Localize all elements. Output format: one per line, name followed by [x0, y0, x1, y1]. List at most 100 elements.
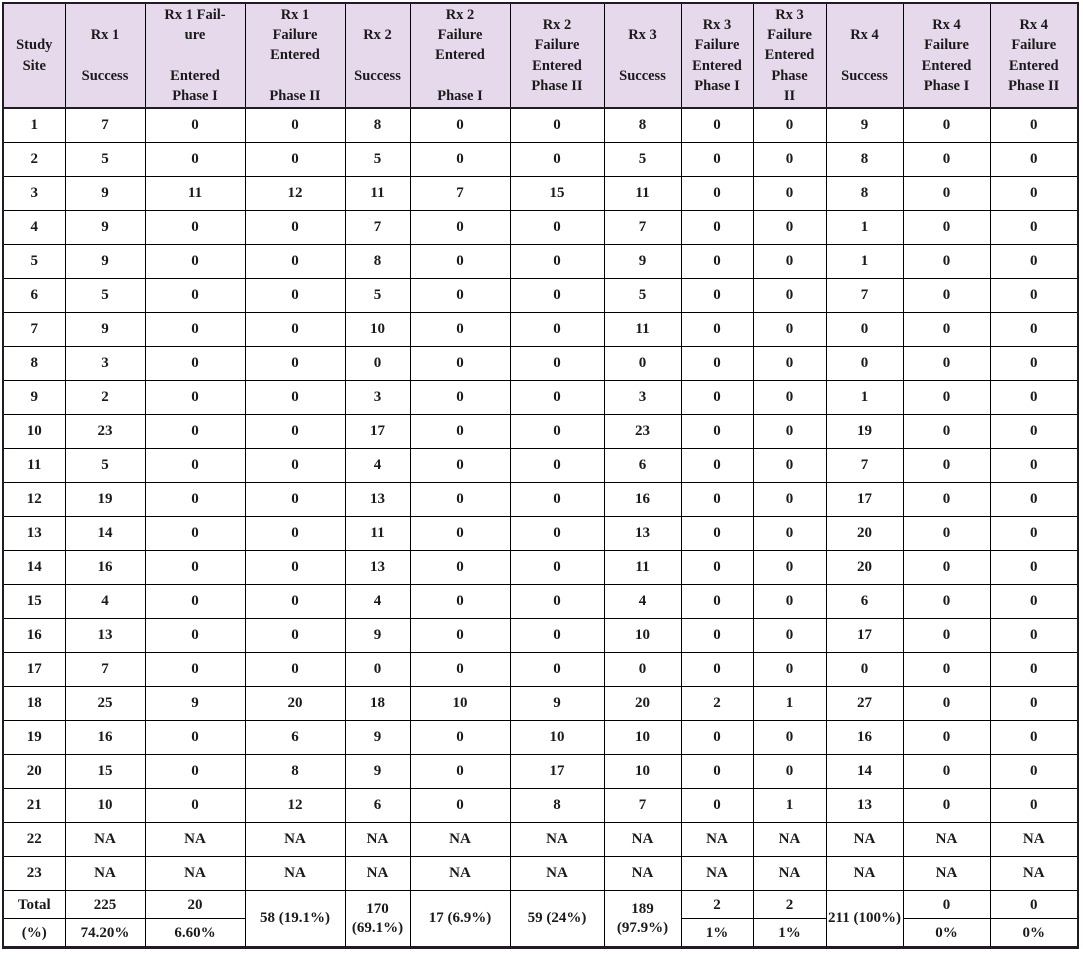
data-cell: 4 [64, 584, 146, 619]
data-cell: 14 [825, 754, 904, 789]
data-cell: 17 [825, 618, 904, 653]
data-cell: 11 [344, 176, 411, 211]
data-cell: 0 [680, 720, 754, 755]
data-cell: 17 [825, 482, 904, 517]
data-cell: 0 [144, 448, 246, 483]
row-label-cell: 9 [2, 380, 66, 415]
data-cell: 0 [409, 550, 511, 585]
data-cell: 15 [64, 754, 146, 789]
data-cell: 0 [989, 550, 1079, 585]
data-cell: 0 [144, 278, 246, 313]
row-label-cell: 23 [2, 856, 66, 891]
row-label-cell: 22 [2, 822, 66, 857]
data-cell: 5 [64, 448, 146, 483]
table-row: 12 19 0 0 13 0 0 16 0 0 17 0 0 [2, 482, 1079, 517]
data-cell: 0 [244, 652, 346, 687]
row-label-cell: 11 [2, 448, 66, 483]
data-cell: 5 [64, 278, 146, 313]
data-cell: 20 [603, 686, 682, 721]
data-cell: 0 [509, 516, 605, 551]
row-label-cell: 16 [2, 618, 66, 653]
data-cell: 3 [603, 380, 682, 415]
data-cell: 0 [244, 448, 346, 483]
footer-merged-cell: 59 (24%) [509, 890, 605, 948]
data-cell: 0 [752, 652, 827, 687]
data-cell: 2 [680, 686, 754, 721]
data-cell: 7 [64, 107, 146, 143]
data-cell: 18 [344, 686, 411, 721]
row-label-cell: 3 [2, 176, 66, 211]
data-cell: 0 [509, 482, 605, 517]
header-row: Study Site Rx 1 Success Rx 1 Fail- ure Ent… [2, 2, 1079, 109]
data-cell: 0 [144, 652, 246, 687]
data-cell: 0 [244, 278, 346, 313]
data-cell: NA [64, 822, 146, 857]
row-label-cell: 2 [2, 142, 66, 177]
data-cell: 6 [344, 788, 411, 823]
data-cell: 0 [509, 142, 605, 177]
row-label-cell: 20 [2, 754, 66, 789]
data-cell: 0 [989, 414, 1079, 449]
data-cell: 0 [680, 584, 754, 619]
footer-merged-cell: 211 (100%) [825, 890, 904, 948]
column-header-rx4-failure-ph1: Rx 4 Failure Entered Phase I [902, 2, 991, 109]
data-cell: 0 [902, 652, 991, 687]
data-cell: 3 [344, 380, 411, 415]
column-header-rx2-failure-ph2: Rx 2 Failure Entered Phase II [509, 2, 605, 109]
data-cell: 0 [989, 754, 1079, 789]
data-cell: NA [680, 822, 754, 857]
data-cell: 10 [64, 788, 146, 823]
data-cell: 0 [752, 618, 827, 653]
data-cell: NA [344, 856, 411, 891]
data-cell: 0 [989, 244, 1079, 279]
data-cell: NA [752, 822, 827, 857]
data-cell: 20 [244, 686, 346, 721]
data-cell: 0 [409, 482, 511, 517]
data-cell: 10 [409, 686, 511, 721]
data-cell: 14 [64, 516, 146, 551]
data-cell: 16 [64, 550, 146, 585]
data-cell: 0 [902, 686, 991, 721]
data-cell: 0 [825, 346, 904, 381]
data-cell: 19 [64, 482, 146, 517]
data-cell: 0 [680, 618, 754, 653]
data-cell: NA [509, 856, 605, 891]
data-cell: 0 [989, 210, 1079, 245]
data-cell: 0 [144, 210, 246, 245]
row-label-cell: 7 [2, 312, 66, 347]
data-cell: 0 [752, 448, 827, 483]
data-cell: 0 [244, 107, 346, 143]
data-cell: 0 [509, 618, 605, 653]
data-cell: 13 [344, 550, 411, 585]
data-cell: 0 [603, 346, 682, 381]
data-cell: 0 [409, 720, 511, 755]
data-cell: NA [752, 856, 827, 891]
footer-total-cell: 0 [989, 890, 1079, 919]
data-cell: 0 [409, 244, 511, 279]
data-cell: NA [244, 822, 346, 857]
data-cell: 20 [825, 550, 904, 585]
data-cell: 1 [825, 210, 904, 245]
table-row: 19 16 0 6 9 0 10 10 0 0 16 0 0 [2, 720, 1079, 755]
footer-merged-cell: 170 (69.1%) [344, 890, 411, 948]
data-cell: 0 [680, 652, 754, 687]
data-cell: 9 [344, 618, 411, 653]
data-cell: 0 [989, 278, 1079, 313]
data-cell: 12 [244, 788, 346, 823]
data-cell: 0 [902, 550, 991, 585]
data-cell: 0 [902, 142, 991, 177]
column-header-rx4-success: Rx 4 Success [825, 2, 904, 109]
row-label-cell: 13 [2, 516, 66, 551]
data-cell: 0 [989, 312, 1079, 347]
data-cell: 0 [825, 312, 904, 347]
data-cell: 0 [409, 346, 511, 381]
data-cell: 0 [752, 312, 827, 347]
data-cell: 0 [244, 210, 346, 245]
row-label-cell: 15 [2, 584, 66, 619]
data-cell: 0 [680, 380, 754, 415]
data-cell: 0 [409, 448, 511, 483]
table-row: 14 16 0 0 13 0 0 11 0 0 20 0 0 [2, 550, 1079, 585]
data-cell: 0 [680, 414, 754, 449]
row-label-cell: 14 [2, 550, 66, 585]
data-cell: 13 [344, 482, 411, 517]
